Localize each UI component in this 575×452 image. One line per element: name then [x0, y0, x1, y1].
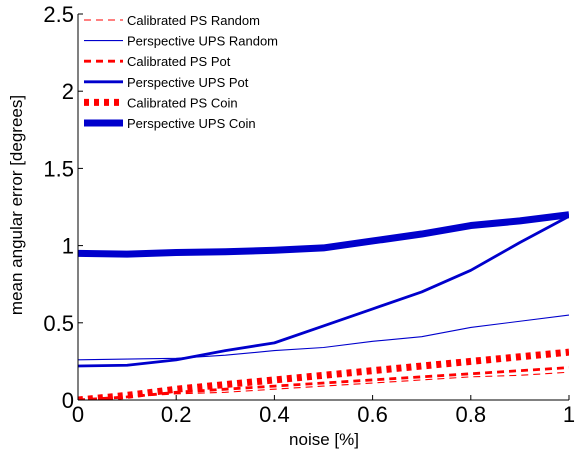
x-tick-label: 0 — [72, 402, 84, 427]
series-line-calibrated-ps-random — [78, 371, 569, 400]
series-line-perspective-ups-random — [78, 314, 569, 361]
legend-label-perspective-ups-random: Perspective UPS Random — [127, 34, 278, 49]
series-line-calibrated-ps-pot — [78, 366, 569, 400]
y-tick-label: 1 — [62, 234, 74, 259]
axis-layer: 0 0.2 0.4 0.6 0.8 1 0 0.5 1 1.5 2 2.5 — [43, 2, 575, 427]
x-tick-label: 0.4 — [259, 402, 290, 427]
legend-label-calibrated-ps-random: Calibrated PS Random — [127, 13, 260, 28]
series-line-calibrated-ps-coin — [78, 348, 569, 400]
x-tick-label: 0.2 — [161, 402, 192, 427]
series-line-perspective-ups-pot — [78, 215, 569, 368]
x-axis-title: noise [%] — [289, 430, 359, 449]
x-tick-label: 0.8 — [456, 402, 487, 427]
legend-label-calibrated-ps-coin: Calibrated PS Coin — [127, 95, 238, 110]
legend-label-calibrated-ps-pot: Calibrated PS Pot — [127, 54, 231, 69]
y-tick-label: 2 — [62, 79, 74, 104]
legend-label-perspective-ups-pot: Perspective UPS Pot — [127, 75, 249, 90]
x-tick-label: 0.6 — [357, 402, 388, 427]
y-tick-label: 1.5 — [43, 156, 74, 181]
series-layer — [78, 211, 569, 400]
y-tick-label: 0.5 — [43, 311, 74, 336]
x-tick-label: 1 — [563, 402, 575, 427]
y-axis-title: mean angular error [degrees] — [7, 95, 26, 315]
legend-label-perspective-ups-coin: Perspective UPS Coin — [127, 116, 256, 131]
legend: Calibrated PS Random Perspective UPS Rand… — [84, 13, 278, 131]
y-tick-label: 0 — [62, 388, 74, 413]
series-line-perspective-ups-coin — [78, 211, 569, 258]
y-tick-label: 2.5 — [43, 2, 74, 27]
